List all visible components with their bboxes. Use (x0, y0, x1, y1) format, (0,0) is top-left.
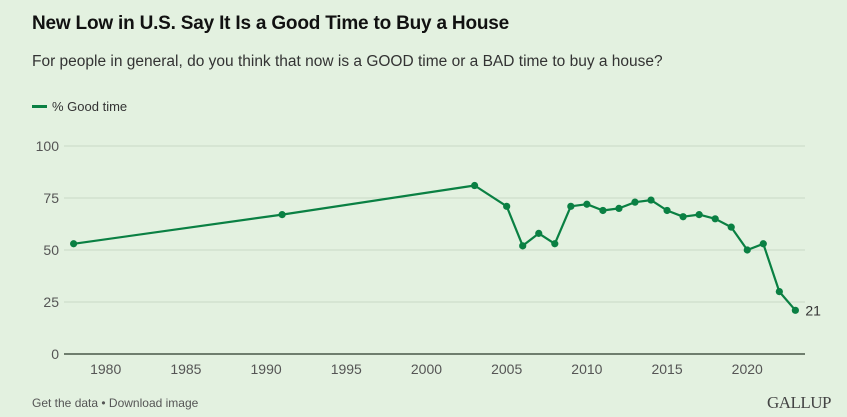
y-tick-label: 0 (51, 346, 59, 362)
download-image-link[interactable]: Download image (108, 396, 199, 410)
data-point (759, 240, 767, 248)
data-point (775, 288, 783, 296)
data-point (727, 223, 735, 231)
data-point (791, 306, 799, 314)
data-point (567, 202, 575, 210)
footer-links: Get the data • Download image (32, 396, 198, 410)
legend-swatch (32, 105, 47, 108)
data-point (695, 211, 703, 219)
data-label: 21 (805, 302, 821, 318)
data-point (615, 204, 623, 212)
data-point (663, 206, 671, 215)
legend-label: % Good time (52, 99, 128, 114)
data-point (599, 206, 607, 215)
x-tick-label: 2015 (651, 361, 682, 377)
data-point (535, 229, 543, 237)
x-tick-label: 1980 (90, 361, 121, 377)
data-point (711, 215, 719, 223)
data-point (519, 242, 527, 250)
x-tick-label: 2000 (411, 361, 442, 377)
data-point (743, 246, 751, 254)
data-point (70, 240, 78, 248)
x-tick-label: 2020 (732, 361, 763, 377)
gallup-logo: GALLUP (766, 393, 832, 412)
y-tick-label: 100 (36, 138, 60, 154)
footer-separator: • (98, 396, 109, 410)
get-data-link[interactable]: Get the data (32, 396, 99, 410)
data-point (631, 198, 639, 206)
chart-subtitle: For people in general, do you think that… (32, 53, 663, 70)
x-tick-label: 2010 (571, 361, 602, 377)
data-point (647, 196, 655, 204)
data-point (278, 211, 286, 219)
y-tick-label: 25 (43, 294, 59, 310)
data-point (679, 213, 687, 221)
data-point (583, 200, 591, 208)
y-tick-label: 50 (43, 242, 59, 258)
x-tick-label: 1995 (331, 361, 362, 377)
y-tick-label: 75 (43, 190, 59, 206)
x-tick-label: 1990 (251, 361, 282, 377)
x-tick-label: 2005 (491, 361, 522, 377)
legend: % Good time (32, 99, 127, 114)
series-line (73, 184, 797, 312)
data-point (470, 181, 479, 190)
x-tick-label: 1985 (170, 361, 201, 377)
data-point (551, 240, 559, 248)
chart-title: New Low in U.S. Say It Is a Good Time to… (32, 13, 510, 34)
data-point (503, 202, 511, 210)
